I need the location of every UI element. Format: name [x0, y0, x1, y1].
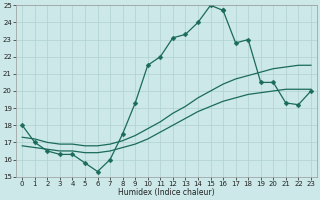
- X-axis label: Humidex (Indice chaleur): Humidex (Indice chaleur): [118, 188, 215, 197]
